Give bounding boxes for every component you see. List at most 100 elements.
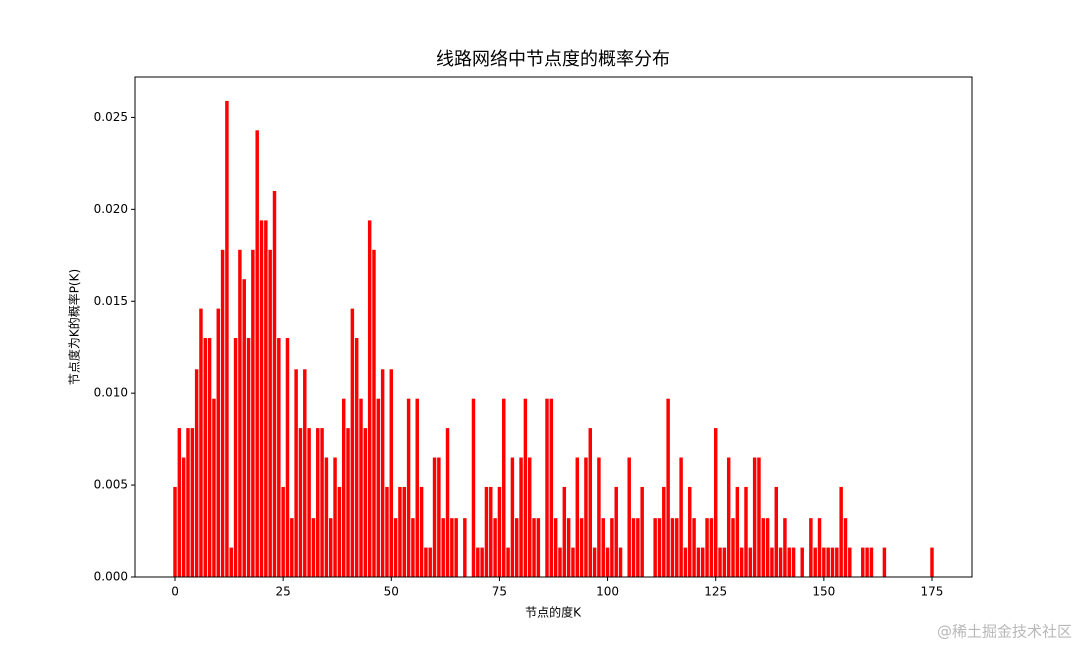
bar bbox=[666, 398, 670, 577]
bar bbox=[571, 547, 575, 577]
bar bbox=[445, 428, 450, 577]
bar bbox=[354, 338, 359, 577]
bar bbox=[277, 338, 281, 577]
bar bbox=[744, 486, 748, 577]
bar bbox=[393, 518, 398, 577]
bar bbox=[726, 457, 731, 577]
bar bbox=[830, 547, 835, 577]
bar bbox=[411, 518, 415, 577]
bar bbox=[246, 338, 251, 577]
bar bbox=[861, 547, 865, 577]
bar bbox=[268, 249, 272, 577]
bar bbox=[770, 547, 774, 577]
bar bbox=[285, 338, 290, 577]
bar bbox=[303, 369, 307, 577]
x-tick-label: 125 bbox=[704, 585, 727, 599]
bar bbox=[471, 398, 476, 577]
y-tick-label: 0.000 bbox=[94, 570, 128, 584]
bar bbox=[406, 398, 411, 577]
bar bbox=[549, 398, 554, 577]
bar bbox=[233, 338, 238, 577]
y-tick-label: 0.005 bbox=[94, 478, 128, 492]
bar bbox=[579, 518, 584, 577]
bar bbox=[307, 428, 311, 577]
bar bbox=[173, 486, 177, 577]
y-tick-label: 0.010 bbox=[94, 386, 128, 400]
bar bbox=[316, 428, 320, 577]
bar bbox=[826, 547, 830, 577]
bar bbox=[757, 457, 761, 577]
bar bbox=[765, 518, 770, 577]
bar bbox=[761, 518, 766, 577]
x-tick-label: 0 bbox=[171, 585, 179, 599]
bar bbox=[791, 547, 796, 577]
bar bbox=[800, 547, 804, 577]
bar bbox=[484, 486, 489, 577]
bar bbox=[848, 547, 852, 577]
bar bbox=[359, 398, 363, 577]
bar bbox=[324, 457, 329, 577]
bar bbox=[718, 547, 722, 577]
bar bbox=[190, 428, 195, 577]
bar bbox=[376, 398, 381, 577]
bar bbox=[532, 518, 536, 577]
bar bbox=[186, 428, 190, 577]
bar bbox=[683, 547, 688, 577]
bar bbox=[480, 547, 484, 577]
bar bbox=[705, 518, 709, 577]
bar bbox=[584, 457, 588, 577]
bar bbox=[181, 457, 186, 577]
bar bbox=[696, 547, 701, 577]
bar bbox=[523, 398, 528, 577]
bar bbox=[242, 279, 246, 577]
bar bbox=[783, 518, 787, 577]
bar bbox=[216, 308, 220, 577]
bar bbox=[207, 338, 212, 577]
x-tick-label: 25 bbox=[276, 585, 291, 599]
bar bbox=[290, 518, 294, 577]
bar bbox=[515, 518, 519, 577]
bar bbox=[177, 428, 182, 577]
bar bbox=[203, 338, 208, 577]
bar bbox=[502, 398, 506, 577]
bar bbox=[722, 547, 727, 577]
plot-frame bbox=[134, 76, 973, 578]
bar bbox=[415, 398, 419, 577]
bar bbox=[731, 518, 735, 577]
bar bbox=[588, 428, 592, 577]
bar bbox=[419, 486, 424, 577]
bar bbox=[713, 428, 718, 577]
bar bbox=[882, 547, 887, 577]
bar bbox=[238, 249, 242, 577]
y-tick-label: 0.015 bbox=[94, 294, 128, 308]
bar bbox=[372, 249, 376, 577]
bar bbox=[822, 547, 826, 577]
x-tick-label: 100 bbox=[596, 585, 619, 599]
bar bbox=[869, 547, 874, 577]
bar bbox=[298, 428, 303, 577]
x-tick-label: 150 bbox=[812, 585, 835, 599]
bar bbox=[489, 486, 493, 577]
bar bbox=[817, 518, 822, 577]
bar bbox=[337, 486, 342, 577]
bar bbox=[558, 547, 562, 577]
bar bbox=[497, 486, 502, 577]
bar bbox=[662, 486, 666, 577]
bar bbox=[402, 486, 406, 577]
bar bbox=[640, 486, 644, 577]
y-tick-label: 0.020 bbox=[94, 202, 128, 216]
bar bbox=[476, 547, 480, 577]
bar bbox=[493, 518, 497, 577]
bar bbox=[367, 220, 372, 577]
bar bbox=[735, 486, 740, 577]
bar bbox=[463, 518, 467, 577]
bar bbox=[272, 190, 277, 577]
bar bbox=[398, 486, 402, 577]
bar bbox=[553, 518, 558, 577]
bar bbox=[675, 518, 679, 577]
bar bbox=[748, 547, 753, 577]
bar bbox=[320, 428, 324, 577]
watermark: @稀土掘金技术社区 bbox=[937, 623, 1072, 641]
